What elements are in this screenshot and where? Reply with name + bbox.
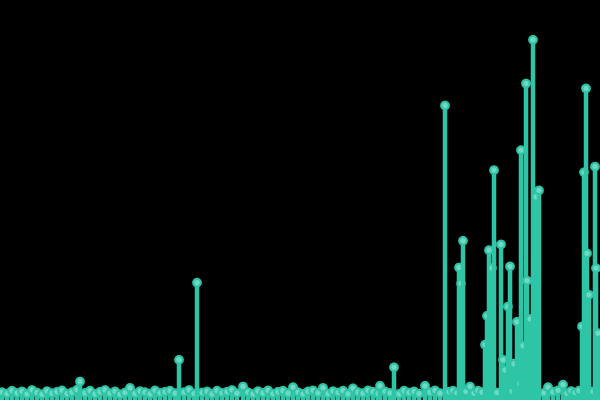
data-point-marker [75, 376, 85, 387]
data-point-marker [125, 383, 135, 393]
data-point-marker [498, 354, 508, 365]
data-point-marker [505, 261, 515, 272]
data-point-marker [590, 161, 600, 172]
stem-series [0, 34, 600, 400]
data-point-marker [581, 83, 591, 94]
data-point-marker [174, 354, 184, 365]
data-point-marker [584, 289, 594, 300]
data-point-marker [389, 362, 399, 373]
data-point-marker [238, 381, 248, 392]
data-point-marker [591, 263, 600, 274]
data-point-marker [465, 381, 475, 392]
data-point-marker [558, 379, 568, 390]
data-point-marker [521, 78, 531, 89]
data-point-marker [489, 165, 499, 176]
data-point-marker [522, 275, 532, 286]
data-point-marker [484, 245, 494, 256]
data-point-marker [593, 328, 600, 339]
data-point-marker [496, 239, 506, 250]
data-point-marker [318, 383, 328, 393]
data-point-marker [192, 277, 202, 288]
data-point-marker [534, 185, 544, 196]
data-point-marker [528, 34, 538, 45]
data-point-marker [440, 100, 450, 111]
data-point-marker [420, 380, 430, 391]
data-point-marker [414, 388, 424, 399]
data-point-marker [458, 235, 468, 246]
data-point-marker [516, 145, 526, 156]
data-point-marker [582, 248, 592, 259]
data-point-marker [435, 388, 445, 399]
data-point-marker [232, 388, 242, 399]
